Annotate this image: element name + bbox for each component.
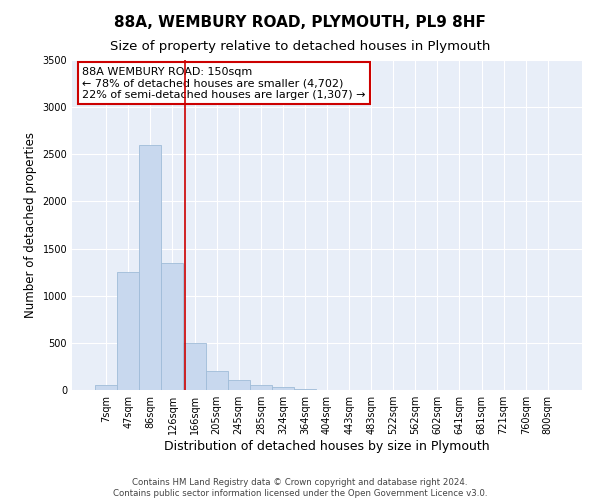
Y-axis label: Number of detached properties: Number of detached properties: [24, 132, 37, 318]
Bar: [250, 386, 272, 390]
Bar: [294, 389, 316, 390]
Text: 88A, WEMBURY ROAD, PLYMOUTH, PL9 8HF: 88A, WEMBURY ROAD, PLYMOUTH, PL9 8HF: [114, 15, 486, 30]
Bar: [161, 262, 184, 390]
Text: Size of property relative to detached houses in Plymouth: Size of property relative to detached ho…: [110, 40, 490, 53]
Bar: [95, 386, 117, 390]
Bar: [227, 380, 250, 390]
X-axis label: Distribution of detached houses by size in Plymouth: Distribution of detached houses by size …: [164, 440, 490, 453]
Text: 88A WEMBURY ROAD: 150sqm
← 78% of detached houses are smaller (4,702)
22% of sem: 88A WEMBURY ROAD: 150sqm ← 78% of detach…: [82, 66, 366, 100]
Text: Contains HM Land Registry data © Crown copyright and database right 2024.
Contai: Contains HM Land Registry data © Crown c…: [113, 478, 487, 498]
Bar: [139, 145, 161, 390]
Bar: [206, 371, 227, 390]
Bar: [184, 343, 206, 390]
Bar: [117, 272, 139, 390]
Bar: [272, 387, 294, 390]
